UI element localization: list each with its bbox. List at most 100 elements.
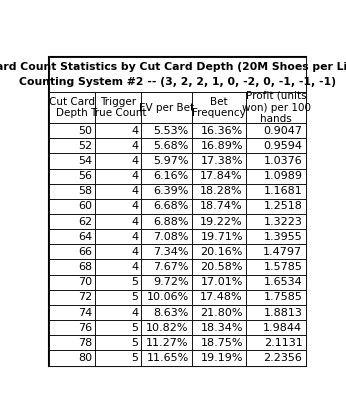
- Text: 56: 56: [78, 171, 92, 181]
- Text: 20.58%: 20.58%: [200, 262, 243, 272]
- Text: 4: 4: [131, 308, 138, 318]
- Text: 5: 5: [131, 353, 138, 363]
- Text: 18.74%: 18.74%: [200, 201, 243, 212]
- Text: 4: 4: [131, 232, 138, 242]
- Text: 1.6534: 1.6534: [264, 277, 302, 287]
- Bar: [246, 320, 306, 335]
- Text: 80: 80: [78, 353, 92, 363]
- Text: 18.28%: 18.28%: [200, 186, 243, 196]
- Bar: [192, 123, 246, 138]
- Bar: [246, 168, 306, 184]
- Bar: [246, 290, 306, 305]
- Bar: [95, 229, 141, 244]
- Text: 70: 70: [78, 277, 92, 287]
- Bar: [141, 138, 192, 153]
- Text: 2.2356: 2.2356: [264, 353, 302, 363]
- Bar: [141, 244, 192, 260]
- Text: Counting System #2 -- (3, 2, 2, 1, 0, -2, 0, -1, -1, -1): Counting System #2 -- (3, 2, 2, 1, 0, -2…: [19, 77, 336, 87]
- Text: 66: 66: [78, 247, 92, 257]
- Text: 74: 74: [78, 308, 92, 318]
- Bar: [246, 275, 306, 290]
- Bar: [95, 350, 141, 366]
- Bar: [246, 199, 306, 214]
- Text: 4: 4: [131, 141, 138, 151]
- Bar: [141, 229, 192, 244]
- Bar: [192, 92, 246, 123]
- Bar: [246, 138, 306, 153]
- Text: 7.34%: 7.34%: [153, 247, 189, 257]
- Text: 20.16%: 20.16%: [200, 247, 243, 257]
- Text: 4: 4: [131, 262, 138, 272]
- Bar: [141, 320, 192, 335]
- Text: 19.19%: 19.19%: [200, 353, 243, 363]
- Text: 4: 4: [131, 171, 138, 181]
- Bar: [141, 123, 192, 138]
- Text: 5.97%: 5.97%: [153, 156, 189, 166]
- Bar: [192, 138, 246, 153]
- Text: 60: 60: [78, 201, 92, 212]
- Bar: [246, 260, 306, 275]
- Bar: [192, 260, 246, 275]
- Bar: [246, 305, 306, 320]
- Bar: [48, 138, 95, 153]
- Text: 0.9047: 0.9047: [263, 125, 302, 135]
- Bar: [141, 92, 192, 123]
- Text: 18.75%: 18.75%: [200, 338, 243, 348]
- Bar: [48, 92, 95, 123]
- Bar: [141, 184, 192, 199]
- Bar: [246, 153, 306, 168]
- Bar: [141, 305, 192, 320]
- Text: 50: 50: [78, 125, 92, 135]
- Bar: [192, 335, 246, 350]
- Text: 1.5785: 1.5785: [264, 262, 302, 272]
- Text: 78: 78: [78, 338, 92, 348]
- Bar: [95, 260, 141, 275]
- Text: 4: 4: [131, 186, 138, 196]
- Bar: [48, 153, 95, 168]
- Text: 17.48%: 17.48%: [200, 292, 243, 302]
- Bar: [48, 335, 95, 350]
- Bar: [246, 335, 306, 350]
- Text: 8.63%: 8.63%: [153, 308, 189, 318]
- Text: 10.82%: 10.82%: [146, 323, 189, 333]
- Text: Bet
Frequency: Bet Frequency: [192, 97, 246, 118]
- Bar: [95, 153, 141, 168]
- Text: 16.36%: 16.36%: [201, 125, 243, 135]
- Bar: [192, 290, 246, 305]
- Text: 19.22%: 19.22%: [200, 217, 243, 227]
- Bar: [48, 168, 95, 184]
- Bar: [141, 335, 192, 350]
- Text: 54: 54: [78, 156, 92, 166]
- Bar: [246, 184, 306, 199]
- Bar: [246, 123, 306, 138]
- Text: 6.39%: 6.39%: [153, 186, 189, 196]
- Bar: [192, 199, 246, 214]
- Text: 5: 5: [131, 323, 138, 333]
- Bar: [95, 184, 141, 199]
- Text: 21.80%: 21.80%: [200, 308, 243, 318]
- Bar: [48, 123, 95, 138]
- Text: 0.9594: 0.9594: [263, 141, 302, 151]
- Text: 4: 4: [131, 156, 138, 166]
- Text: 17.84%: 17.84%: [200, 171, 243, 181]
- Bar: [48, 320, 95, 335]
- Text: 5: 5: [131, 292, 138, 302]
- Bar: [192, 153, 246, 168]
- Text: 4: 4: [131, 201, 138, 212]
- Bar: [48, 214, 95, 229]
- Text: 4: 4: [131, 217, 138, 227]
- Bar: [246, 350, 306, 366]
- Bar: [95, 214, 141, 229]
- Bar: [48, 56, 306, 92]
- Text: 1.3223: 1.3223: [264, 217, 302, 227]
- Bar: [141, 260, 192, 275]
- Bar: [95, 199, 141, 214]
- Bar: [192, 168, 246, 184]
- Bar: [48, 92, 306, 123]
- Text: 1.0989: 1.0989: [263, 171, 302, 181]
- Text: 72: 72: [78, 292, 92, 302]
- Bar: [95, 305, 141, 320]
- Text: Cut Card
Depth: Cut Card Depth: [49, 97, 95, 118]
- Bar: [95, 123, 141, 138]
- Text: 58: 58: [78, 186, 92, 196]
